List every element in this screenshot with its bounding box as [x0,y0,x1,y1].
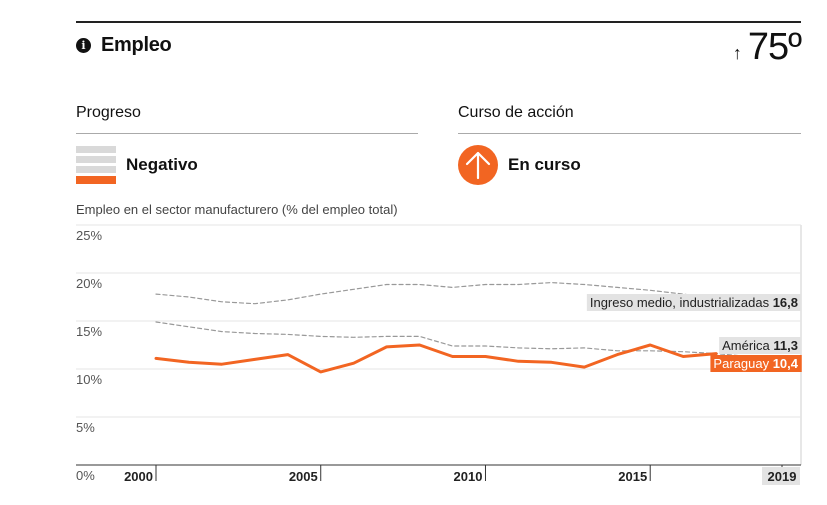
x-tick-label: 2010 [454,469,483,484]
course-rule [458,133,801,134]
rank-display: ↑ 75º [732,26,802,68]
course-status: En curso [458,145,581,185]
progress-heading: Progreso [76,104,141,121]
x-tick-label: 2019 [768,469,797,484]
series-line-america [155,321,750,358]
progress-status-text: Negativo [126,155,198,174]
rank-up-arrow-icon: ↑ [732,43,742,63]
label-america-background [719,337,801,354]
label-ingreso-medio-text: Ingreso medio, industrializadas 16,8 [590,295,798,310]
label-america-name: América [722,338,773,353]
y-tick-label: 25% [76,228,102,243]
top-rule [76,21,801,23]
label-america: América 11,3 [719,337,801,354]
progress-status: Negativo [76,146,198,184]
indicator-header: i Empleo [76,34,172,57]
label-america-value: 11,3 [773,338,798,353]
progress-rule [76,133,418,134]
info-icon[interactable]: i [76,38,91,53]
label-ingreso-medio-value: 16,8 [773,295,798,310]
x-tick-label: 2005 [289,469,318,484]
y-tick-label: 0% [76,468,95,483]
y-tick-label: 15% [76,324,102,339]
progress-bars-icon [76,146,116,184]
x-tick-label: 2015 [618,469,647,484]
label-paraguay-value: 10,4 [773,356,799,371]
label-america-text: América 11,3 [722,338,798,353]
indicator-title: Empleo [101,34,172,56]
series-line-ingreso-medio [155,282,750,305]
rank-value: 75º [747,26,802,68]
x-tick-highlight [762,467,800,485]
chart-title: Empleo en el sector manufacturero (% del… [76,202,398,217]
course-heading: Curso de acción [458,104,574,121]
arrow-up-icon [458,145,498,185]
y-tick-label: 5% [76,420,95,435]
label-paraguay-text: Paraguay 10,4 [713,356,798,371]
label-paraguay-name: Paraguay [713,356,772,371]
label-ingreso-medio: Ingreso medio, industrializadas 16,8 [586,294,801,311]
label-ingreso-medio-background [586,294,801,311]
series-line-paraguay [154,343,718,374]
label-paraguay-background [710,355,802,372]
course-status-text: En curso [508,155,581,174]
y-tick-label: 20% [76,276,102,291]
label-paraguay: Paraguay 10,4 [710,355,802,372]
x-tick-label: 2000 [124,469,153,484]
y-tick-label: 10% [76,372,102,387]
label-ingreso-medio-name: Ingreso medio, industrializadas [590,295,773,310]
